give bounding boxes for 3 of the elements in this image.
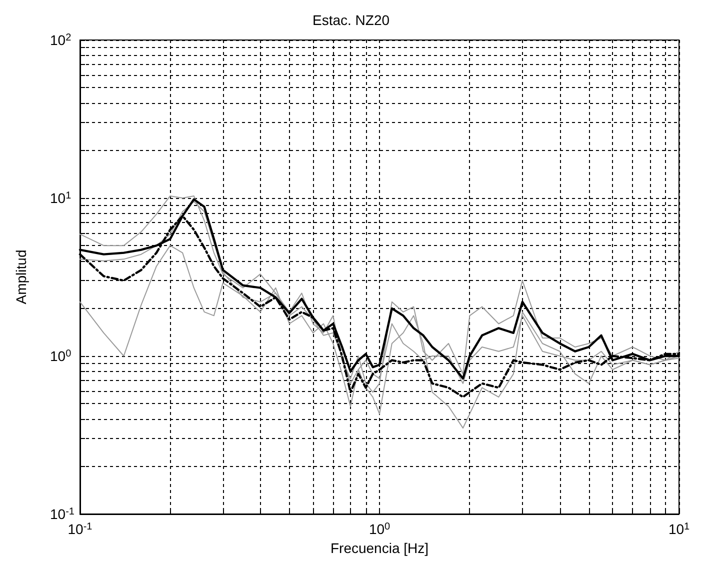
y-axis-title: Amplitud (13, 250, 29, 304)
chart-title: Estac. NZ20 (312, 12, 390, 28)
x-axis-title: Frecuencia [Hz] (330, 540, 429, 556)
